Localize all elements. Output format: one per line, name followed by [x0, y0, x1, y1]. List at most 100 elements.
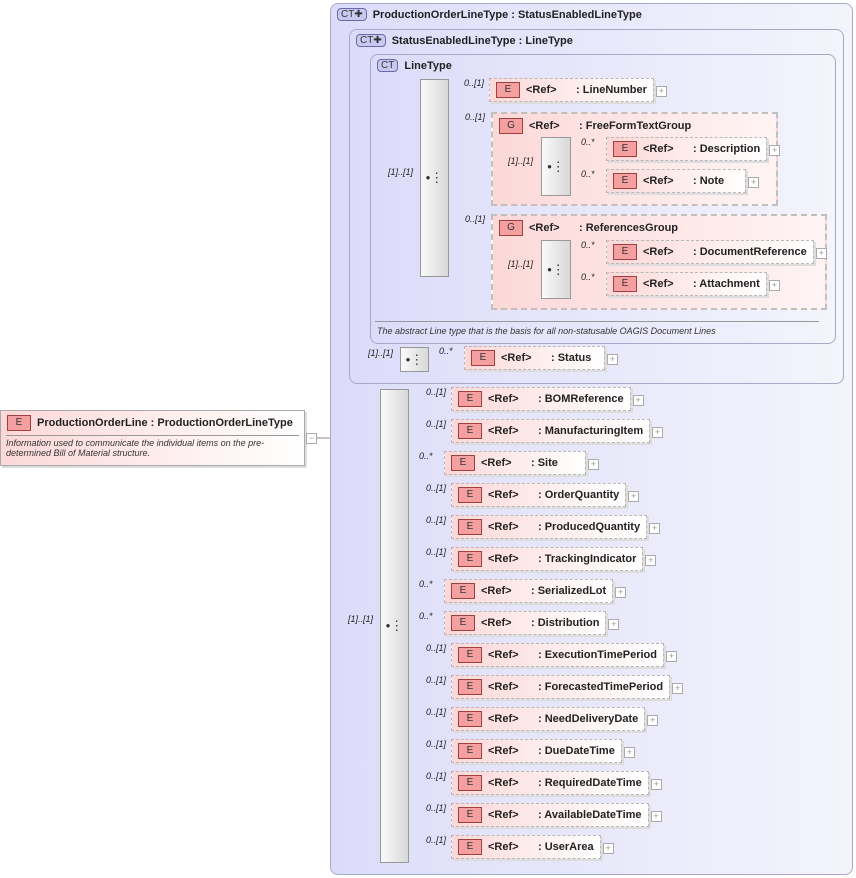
element-ref-box[interactable]: E <Ref>: ForecastedTimePeriod — [451, 675, 671, 699]
expand-icon[interactable]: + — [768, 280, 780, 291]
element-icon: E — [471, 350, 495, 366]
element-ref-box[interactable]: E <Ref>: OrderQuantity — [451, 483, 627, 507]
element-name: : LineNumber — [576, 84, 647, 96]
expand-icon[interactable]: + — [645, 555, 657, 566]
element-name: : NeedDeliveryDate — [538, 713, 639, 725]
sequence-compositor[interactable]: •⋮ — [541, 137, 571, 196]
sequence-cardinality: [1]..[1] — [368, 348, 394, 358]
element-ref-box[interactable]: E <Ref>: Note — [606, 169, 746, 193]
expand-icon[interactable]: + — [588, 459, 599, 470]
element-ref-box[interactable]: E <Ref>: ExecutionTimePeriod — [451, 643, 664, 667]
element-ref-box[interactable]: E <Ref> : ProducedQuantity — [451, 515, 648, 539]
element-name: : Distribution — [531, 617, 600, 629]
ref-label: <Ref> — [643, 143, 674, 155]
element-name: : RequiredDateTime — [538, 777, 642, 789]
element-ref-box[interactable]: E <Ref>: DocumentReference — [606, 240, 814, 264]
sequence-icon: •⋮ — [547, 158, 565, 174]
expand-icon[interactable]: + — [649, 523, 661, 534]
expand-icon[interactable]: + — [632, 395, 644, 406]
ref-label: <Ref> — [488, 841, 519, 853]
sequence-compositor[interactable]: •⋮ — [400, 347, 429, 372]
element-icon: E — [458, 647, 482, 663]
expand-icon[interactable]: + — [602, 843, 614, 854]
cardinality-label: 0..[1] — [426, 739, 447, 749]
element-ref-box[interactable]: E <Ref>: TrackingIndicator — [451, 547, 644, 571]
expand-icon[interactable]: + — [748, 177, 759, 188]
cardinality-label: 0..[1] — [426, 771, 447, 781]
sequence-cardinality: [1]..[1] — [508, 156, 534, 166]
element-name: : Site — [531, 457, 558, 469]
element-name: : Note — [693, 175, 725, 187]
group-name: : ReferencesGroup — [579, 222, 679, 234]
sequence-icon: •⋮ — [405, 351, 424, 367]
element-icon: E — [451, 455, 475, 471]
element-icon: E — [458, 775, 482, 791]
element-icon: E — [496, 82, 520, 98]
ref-label: <Ref> — [643, 246, 674, 258]
expand-icon[interactable]: + — [607, 354, 618, 365]
cardinality-label: 0..[1] — [426, 387, 447, 397]
sequence-cardinality: [1]..[1] — [388, 167, 414, 177]
ref-label: <Ref> — [488, 489, 519, 501]
ref-label: <Ref> — [481, 457, 512, 469]
element-icon: E — [458, 391, 482, 407]
cardinality-label: 0..[1] — [464, 78, 485, 88]
element-ref-box[interactable]: E <Ref>: BOMReference — [451, 387, 631, 411]
expand-icon[interactable]: + — [815, 248, 827, 259]
expand-icon[interactable]: + — [666, 651, 677, 662]
divider — [375, 321, 819, 322]
ref-label: <Ref> — [488, 681, 519, 693]
element-ref-box[interactable]: E <Ref>: UserArea — [451, 835, 601, 859]
element-name: : ExecutionTimePeriod — [538, 649, 657, 661]
expand-icon[interactable]: + — [769, 145, 781, 156]
sequence-compositor[interactable]: •⋮ — [380, 389, 409, 863]
ref-label: <Ref> — [488, 521, 519, 533]
element-ref-box[interactable]: E <Ref>: Description — [606, 137, 768, 161]
element-icon: E — [613, 173, 637, 189]
collapse-icon[interactable]: − — [306, 433, 317, 444]
element-ref-box[interactable]: E <Ref>: Status — [464, 346, 605, 370]
ref-label: <Ref> — [488, 393, 519, 405]
element-ref-box[interactable]: E <Ref>: Attachment — [606, 272, 767, 296]
element-ref-box[interactable]: E <Ref>: ManufacturingItem — [451, 419, 651, 443]
element-ref-box[interactable]: E <Ref> : LineNumber — [489, 78, 654, 102]
element-name: : Attachment — [693, 278, 760, 290]
expand-icon[interactable]: + — [628, 491, 640, 502]
expand-icon[interactable]: + — [672, 683, 684, 694]
sequence-compositor[interactable]: •⋮ — [420, 79, 449, 277]
element-name: : DocumentReference — [693, 246, 807, 258]
element-ref-box[interactable]: E <Ref> : Site — [444, 451, 586, 475]
element-icon: E — [458, 519, 482, 535]
sequence-cardinality: [1]..[1] — [508, 259, 534, 269]
complex-type-extension-icon: CT✚ — [356, 34, 386, 47]
element-name: ProductionOrderLine — [37, 417, 148, 429]
expand-icon[interactable]: + — [623, 747, 635, 758]
sequence-cardinality: [1]..[1] — [348, 614, 374, 624]
ref-label: <Ref> — [529, 222, 560, 234]
expand-icon[interactable]: + — [650, 779, 662, 790]
expand-icon[interactable]: + — [650, 811, 662, 822]
expand-icon[interactable]: + — [652, 427, 664, 438]
expand-icon[interactable]: + — [615, 587, 627, 598]
ref-label: <Ref> — [488, 745, 519, 757]
element-icon: E — [613, 141, 637, 157]
production-order-line-element[interactable]: E ProductionOrderLine : ProductionOrderL… — [0, 410, 305, 466]
expand-icon[interactable]: + — [647, 715, 659, 726]
element-ref-box[interactable]: E <Ref>: RequiredDateTime — [451, 771, 649, 795]
cardinality-label: 0..[1] — [426, 803, 447, 813]
element-icon: E — [458, 839, 482, 855]
element-ref-box[interactable]: E <Ref>: NeedDeliveryDate — [451, 707, 646, 731]
cardinality-label: 0..* — [419, 451, 433, 461]
sequence-compositor[interactable]: •⋮ — [541, 240, 571, 299]
element-ref-box[interactable]: E <Ref>: DueDateTime — [451, 739, 622, 763]
cardinality-label: 0..* — [439, 346, 453, 356]
expand-icon[interactable]: + — [608, 619, 620, 630]
expand-icon[interactable]: + — [655, 86, 667, 97]
element-ref-box[interactable]: E <Ref>: SerializedLot — [444, 579, 614, 603]
element-name: : ProducedQuantity — [538, 521, 641, 533]
cardinality-label: 0..* — [581, 272, 595, 282]
element-ref-box[interactable]: E <Ref>: Distribution — [444, 611, 607, 635]
element-ref-box[interactable]: E <Ref>: AvailableDateTime — [451, 803, 649, 827]
line-type-documentation: The abstract Line type that is the basis… — [377, 326, 716, 336]
ref-label: <Ref> — [526, 84, 557, 96]
